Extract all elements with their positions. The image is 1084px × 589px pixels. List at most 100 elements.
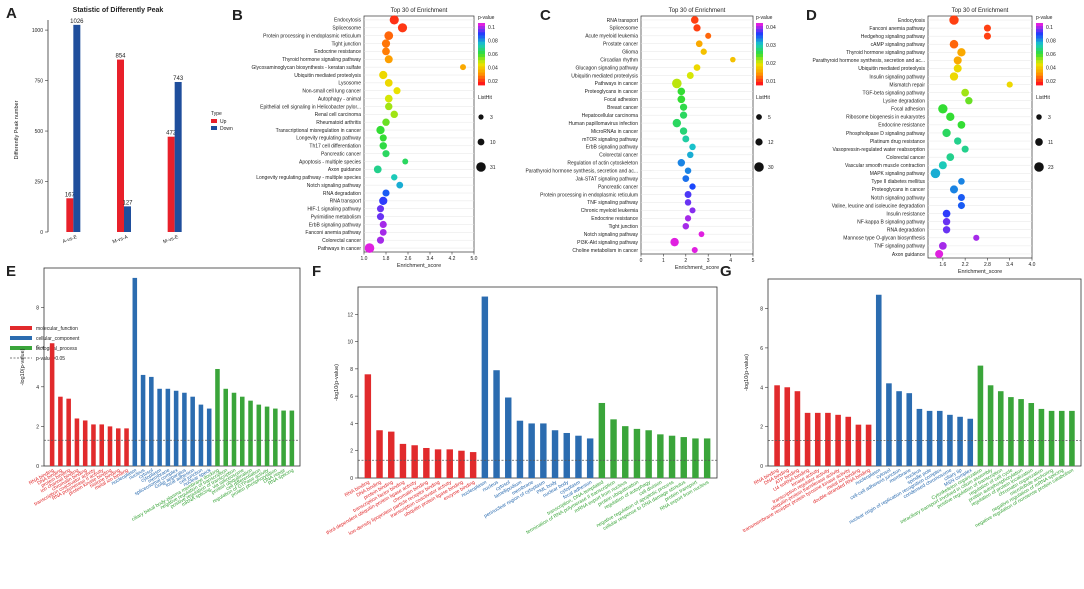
chart-d-term-label: MAPK signaling pathway [870, 171, 926, 177]
chart-b-colorbar-step [478, 78, 485, 83]
chart-c-colorbar-title: p-value [756, 15, 773, 21]
chart-b-term-label: Colorectal cancer [322, 238, 361, 244]
chart-b-term-label: Renal cell carcinoma [315, 112, 362, 118]
chart-b-dot [460, 64, 466, 71]
chart-f-bar [680, 437, 687, 478]
chart-a-title: Statistic of Differently Peak [73, 7, 164, 14]
chart-b-dot [382, 118, 390, 126]
chart-g-ylabel: -log10(p-value) [744, 354, 750, 391]
chart-c-term-label: Pathways in cancer [595, 81, 639, 87]
chart-c-dot [705, 32, 712, 39]
chart-b-colorbar-step [478, 54, 485, 58]
chart-c-dot [672, 118, 682, 128]
chart-d-dot [953, 56, 962, 65]
chart-c-dot [679, 111, 688, 119]
chart-e-bar [82, 420, 88, 466]
chart-b-term-label: Pyrimidine metabolism [311, 214, 361, 220]
chart-b-xtick-label: 5.0 [471, 256, 478, 262]
chart-g-bar [916, 408, 923, 466]
chart-f-ytick-label: 0 [350, 476, 353, 482]
chart-b-dot [379, 228, 387, 236]
chart-e-bar [231, 392, 237, 466]
chart-e-bar [223, 388, 229, 466]
chart-c-dot [684, 191, 692, 198]
chart-e-bar [115, 428, 121, 466]
chart-f-bar [411, 445, 418, 478]
chart-d-colorbar-step [1036, 69, 1043, 73]
chart-b-colorbar-step [478, 75, 485, 80]
chart-c-dot [684, 199, 692, 206]
chart-c-colorbar-step [756, 29, 763, 33]
chart-b-frame [363, 15, 475, 253]
chart-c-colorbar-step [756, 57, 763, 61]
chart-d-dot [949, 15, 959, 25]
chart-e-bar [165, 388, 171, 466]
chart-c-dot [700, 48, 707, 55]
chart-e-ytick-label: 0 [36, 464, 39, 470]
chart-d-dot [942, 209, 951, 218]
chart-d-colorbar-step [1036, 38, 1043, 42]
chart-g-ytick-label: 4 [760, 385, 763, 391]
chart-d-dot [954, 137, 962, 145]
chart-c-term-label: Human papillomavirus infection [569, 121, 639, 127]
chart-d-dot [958, 178, 965, 185]
chart-b-term-label: Axon guidance [328, 167, 361, 173]
chart-b-dot [384, 55, 393, 64]
chart-f-bar [575, 435, 582, 478]
chart-d-colorbar-step [1036, 81, 1043, 86]
chart-g-bar [804, 412, 811, 466]
chart-f-ytick-label: 10 [347, 340, 353, 346]
chart-f-bar [364, 374, 372, 478]
chart-d-dot [946, 112, 955, 121]
chart-c-title: Top 30 of Enrichment [669, 8, 726, 14]
chart-b-term-label: Spliceosome [332, 26, 361, 32]
chart-d-dot [961, 145, 969, 153]
chart-g-bar [936, 410, 943, 466]
chart-f-bar [458, 450, 465, 478]
chart-d-dot [961, 88, 970, 97]
chart-b-size-dot [478, 114, 484, 120]
chart-a-bar-label: 472 [166, 131, 177, 137]
chart-e-bar [256, 404, 262, 466]
chart-d-dot [930, 168, 941, 179]
chart-g-bar [997, 391, 1004, 466]
chart-d-xlabel: Enrichment_score [958, 269, 1002, 275]
chart-c-xtick-label: 1 [662, 258, 665, 264]
chart-e-legend-bp-swatch [10, 346, 32, 350]
chart-d-size-label: 23 [1048, 165, 1054, 171]
chart-b-dot [396, 181, 404, 189]
chart-d-term-label: Insulin resistance [886, 211, 925, 217]
chart-a-legend-up-swatch [211, 119, 217, 123]
chart-c-xtick-label: 3 [707, 258, 710, 264]
chart-c-term-label: mTOR signaling pathway [582, 137, 638, 143]
chart-c-term-label: Focal adhesion [604, 97, 638, 103]
chart-c-dot [693, 64, 701, 71]
chart-g-ytick-label: 0 [760, 464, 763, 470]
chart-c-dot [693, 24, 701, 32]
chart-c-term-label: Tight junction [608, 224, 638, 230]
chart-b-dot [379, 142, 387, 150]
chart-d-dot [949, 39, 959, 49]
chart-d-dot [965, 97, 973, 105]
chart-d-colorbar-step [1036, 66, 1043, 70]
chart-d-term-label: Platinum drug resistance [870, 139, 925, 145]
chart-f-bar [434, 449, 442, 478]
chart-c-dot [687, 151, 694, 159]
chart-e-legend-mf: molecular_function [36, 326, 78, 332]
chart-b-colorbar-step [478, 41, 485, 46]
chart-d-colorbar-step [1036, 75, 1043, 80]
chart-c-term-label: RNA transport [607, 18, 639, 24]
chart-b-colorbar-tick: 0.06 [488, 52, 498, 58]
chart-e-bar [66, 398, 71, 466]
chart-d-colorbar-step [1036, 23, 1043, 27]
chart-b-term-label: Longevity regulating pathway [296, 136, 361, 142]
chart-a-bar-label: 854 [115, 54, 126, 60]
chart-g-frame [767, 278, 1082, 467]
chart-c-dot [689, 183, 696, 190]
chart-a-bar [124, 206, 131, 232]
chart-f-bar [598, 402, 606, 478]
chart-c-term-label: Endocrine resistance [591, 216, 638, 222]
chart-b-term-label: RNA transport [330, 199, 362, 205]
chart-a-bar-label: 743 [173, 76, 184, 82]
chart-c-frame [640, 15, 754, 255]
